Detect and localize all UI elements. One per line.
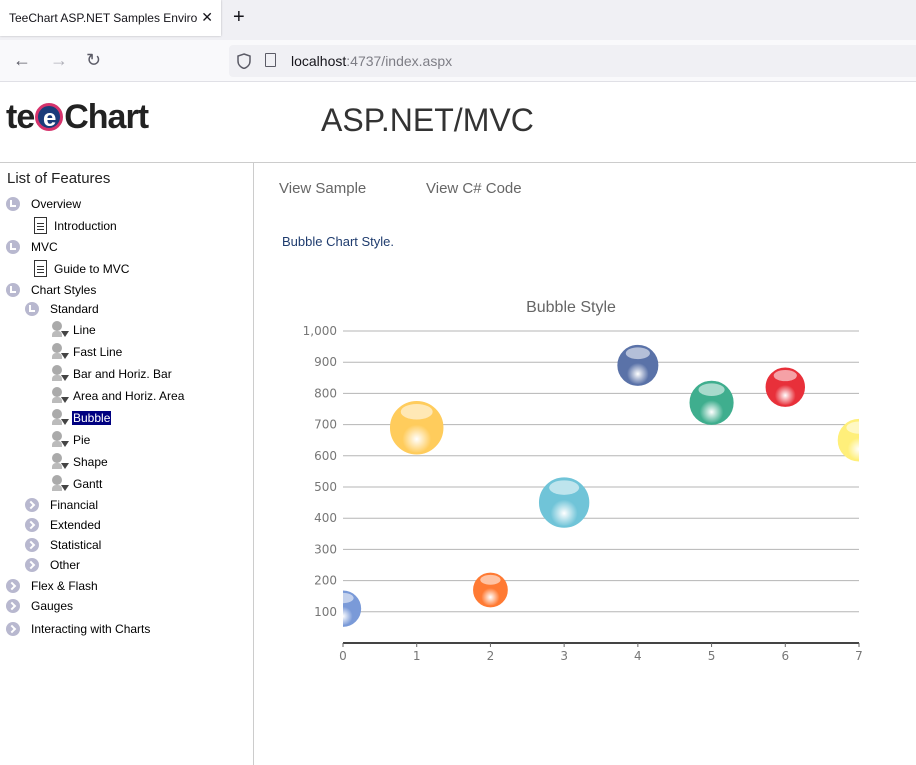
y-tick-label: 1,000	[303, 324, 337, 338]
series-icon	[51, 387, 69, 405]
tree-item-pie[interactable]: Pie	[73, 433, 91, 447]
bubble-highlight	[773, 369, 797, 382]
collapse-icon[interactable]	[25, 518, 39, 532]
tree-item-other[interactable]: Other	[50, 558, 81, 572]
series-icon	[51, 453, 69, 471]
reload-icon[interactable]: ↻	[86, 50, 102, 70]
tree-item-extended[interactable]: Extended	[50, 518, 101, 532]
x-tick-label: 4	[634, 649, 642, 663]
back-icon[interactable]: ←	[13, 50, 31, 70]
series-icon	[51, 409, 69, 427]
y-tick-label: 700	[314, 418, 337, 432]
tab-view-sample[interactable]: View Sample	[279, 180, 367, 197]
sidebar-title: List of Features	[7, 170, 111, 187]
sample-description: Bubble Chart Style.	[282, 234, 395, 249]
collapse-icon[interactable]	[25, 538, 39, 552]
collapse-icon[interactable]	[6, 599, 20, 613]
series-icon	[51, 365, 69, 383]
tree-item-flex-flash[interactable]: Flex & Flash	[31, 579, 98, 593]
collapse-icon[interactable]	[6, 622, 20, 636]
expand-icon[interactable]	[6, 197, 20, 211]
tree-item-area[interactable]: Area and Horiz. Area	[73, 389, 185, 403]
forward-icon[interactable]: →	[50, 50, 68, 70]
address-bar[interactable]: localhost:4737/index.aspx	[229, 45, 916, 77]
expand-icon[interactable]	[6, 283, 20, 297]
collapse-icon[interactable]	[25, 558, 39, 572]
tree-item-standard[interactable]: Standard	[50, 302, 99, 316]
bubble-highlight	[625, 347, 650, 360]
tree-item-bubble[interactable]: Bubble	[72, 411, 112, 425]
tree-item-overview[interactable]: Overview	[31, 197, 82, 211]
tree-item-guide-to-mvc[interactable]: Guide to MVC	[54, 262, 130, 276]
x-tick-label: 6	[781, 649, 789, 663]
y-tick-label: 300	[314, 542, 337, 556]
tree-item-statistical[interactable]: Statistical	[50, 538, 102, 552]
x-tick-label: 3	[560, 649, 568, 663]
chart-title: Bubble Style	[526, 299, 616, 316]
bubble-highlight	[698, 383, 725, 397]
x-tick-label: 7	[855, 649, 863, 663]
page-title: ASP.NET/MVC	[321, 102, 534, 138]
y-tick-label: 400	[314, 511, 337, 525]
tree-item-fast-line[interactable]: Fast Line	[73, 345, 123, 359]
x-tick-label: 1	[413, 649, 421, 663]
url-text[interactable]: localhost:4737/index.aspx	[291, 53, 453, 69]
teechart-logo: te e Chart	[6, 98, 149, 136]
page-header: te e Chart ASP.NET/MVC	[0, 82, 916, 163]
bubble-highlight	[480, 574, 501, 585]
x-tick-label: 5	[708, 649, 716, 663]
expand-icon[interactable]	[6, 240, 20, 254]
x-tick-label: 0	[339, 649, 347, 663]
bubble-highlight	[343, 592, 354, 604]
shield-icon[interactable]	[237, 53, 251, 69]
browser-tab-bar: TeeChart ASP.NET Samples Environme ✕ +	[0, 0, 916, 40]
y-tick-label: 100	[314, 605, 337, 619]
tree-item-mvc[interactable]: MVC	[31, 240, 58, 254]
tree-item-shape[interactable]: Shape	[73, 455, 108, 469]
series-icon	[51, 431, 69, 449]
y-tick-label: 900	[314, 355, 337, 369]
y-tick-label: 600	[314, 449, 337, 463]
bubble-highlight	[400, 404, 433, 420]
bubble-chart[interactable]: Bubble Style 100 200 300 400 500 600 700 800 900…	[290, 285, 890, 675]
series-icon	[51, 343, 69, 361]
close-icon[interactable]: ✕	[201, 9, 213, 25]
series-icon	[51, 321, 69, 339]
navigation-bar: ← → ↻ localhost:4737/index.aspx	[0, 40, 916, 82]
series-icon	[51, 475, 69, 493]
expand-icon[interactable]	[25, 302, 39, 316]
tree-item-gantt[interactable]: Gantt	[73, 477, 103, 491]
tree-item-gauges[interactable]: Gauges	[31, 599, 74, 613]
x-tick-label: 2	[487, 649, 495, 663]
new-tab-button[interactable]: +	[233, 6, 245, 28]
tab-view-code[interactable]: View C# Code	[426, 180, 522, 197]
tab-title: TeeChart ASP.NET Samples Environme	[9, 11, 197, 25]
sidebar: List of Features Overview Introduction M…	[0, 163, 254, 765]
tree-item-line[interactable]: Line	[73, 323, 96, 337]
tree-item-introduction[interactable]: Introduction	[54, 219, 117, 233]
y-tick-label: 200	[314, 574, 337, 588]
page-icon	[265, 53, 276, 67]
y-tick-label: 800	[314, 386, 337, 400]
bubble-highlight	[549, 480, 580, 495]
bubble-highlight	[846, 421, 859, 434]
collapse-icon[interactable]	[6, 579, 20, 593]
tree-item-interacting[interactable]: Interacting with Charts	[31, 622, 151, 636]
browser-tab[interactable]: TeeChart ASP.NET Samples Environme ✕	[0, 0, 221, 36]
collapse-icon[interactable]	[25, 498, 39, 512]
document-icon	[34, 217, 47, 234]
tree-item-bar[interactable]: Bar and Horiz. Bar	[73, 367, 172, 381]
tree-item-financial[interactable]: Financial	[50, 498, 99, 512]
tree-item-chart-styles[interactable]: Chart Styles	[31, 283, 97, 297]
y-tick-label: 500	[314, 480, 337, 494]
document-icon	[34, 260, 47, 277]
